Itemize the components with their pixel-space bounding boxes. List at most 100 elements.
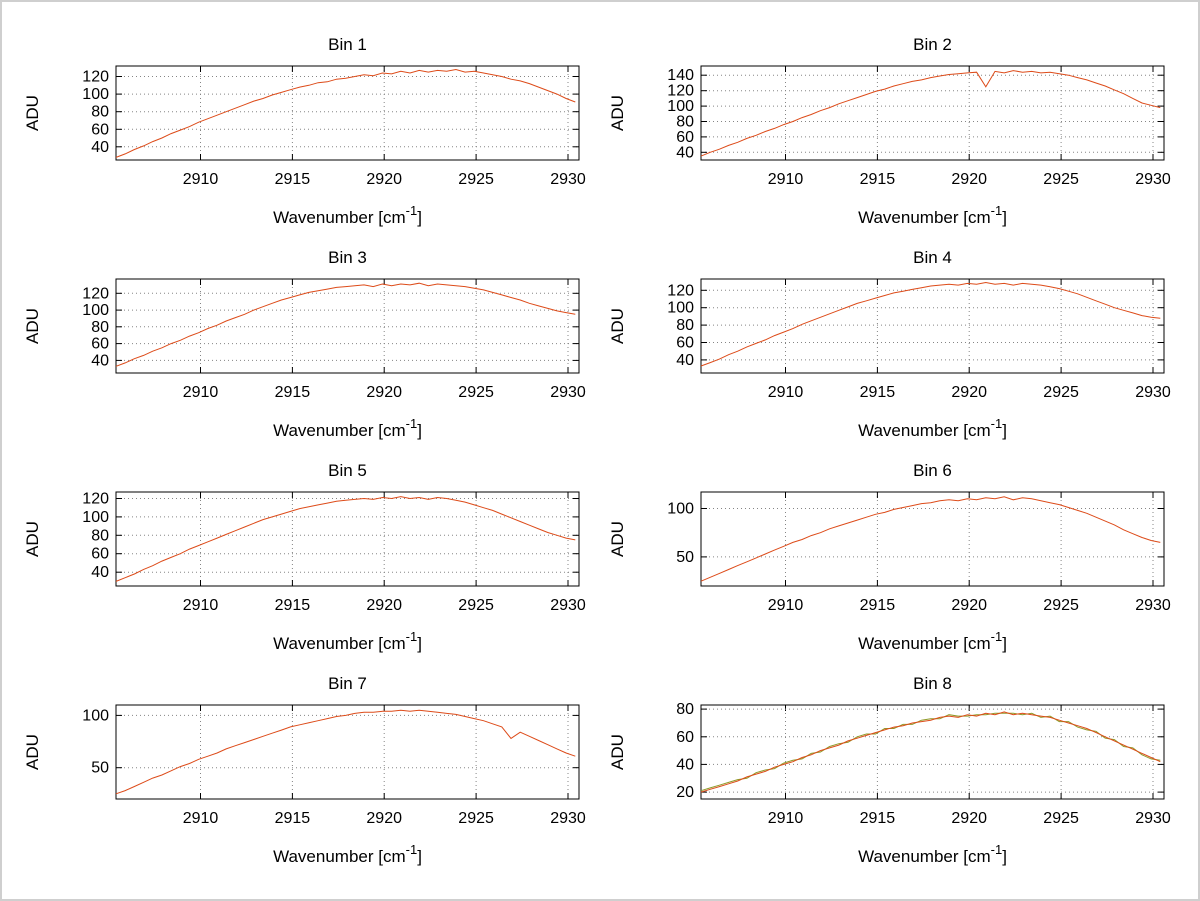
x-tick-label: 2920 (951, 384, 987, 401)
y-tick-label: 80 (91, 527, 109, 544)
y-tick-label: 40 (676, 144, 694, 161)
y-axis-label: ADU (23, 308, 42, 344)
y-tick-label: 60 (676, 129, 694, 146)
plot-box (115, 278, 580, 374)
subplot-bin-6: 2910 2915 2920 2925 2930 50 100 Bin 6 Wavenumber… (599, 452, 1184, 665)
y-tick-label: 120 (82, 491, 109, 508)
y-tick-label: 100 (667, 98, 694, 115)
y-tick-label: 20 (676, 784, 694, 801)
x-tick-label: 2920 (951, 171, 987, 188)
x-tick-label: 2925 (458, 384, 494, 401)
y-axis-label: ADU (608, 734, 627, 770)
data-line (115, 282, 576, 367)
y-tick-label: 100 (82, 302, 109, 319)
x-tick-label: 2925 (458, 171, 494, 188)
y-tick-label: 60 (676, 729, 694, 746)
x-tick-label: 2915 (275, 384, 311, 401)
x-axis-label: Wavenumber [cm-1] (273, 629, 422, 653)
data-line (700, 281, 1161, 367)
x-axis-label: Wavenumber [cm-1] (858, 203, 1007, 227)
y-tick-label: 80 (91, 104, 109, 121)
chart-title: Bin 4 (913, 248, 952, 267)
data-line (700, 70, 1161, 157)
y-tick-label: 80 (676, 701, 694, 718)
chart-svg: 2910 2915 2920 2925 2930 20 40 60 80 Bin 8 Wavenum… (608, 674, 1171, 866)
y-tick-label: 40 (676, 756, 694, 773)
y-tick-label: 140 (667, 67, 694, 84)
x-tick-label: 2925 (1043, 810, 1079, 827)
y-axis-label: ADU (608, 95, 627, 131)
x-tick-label: 2925 (1043, 597, 1079, 614)
x-tick-label: 2915 (860, 810, 896, 827)
x-tick-label: 2920 (951, 810, 987, 827)
y-tick-label: 120 (82, 69, 109, 86)
chart-title: Bin 2 (913, 35, 952, 54)
y-tick-label: 60 (676, 335, 694, 352)
y-tick-label: 60 (91, 121, 109, 138)
x-tick-label: 2915 (275, 171, 311, 188)
x-tick-label: 2910 (183, 810, 219, 827)
x-tick-label: 2920 (366, 597, 402, 614)
subplot-bin-7: 2910 2915 2920 2925 2930 50 100 Bin 7 Wavenumber… (14, 665, 599, 878)
chart-title: Bin 7 (328, 674, 367, 693)
y-tick-label: 40 (676, 352, 694, 369)
y-tick-label: 100 (82, 509, 109, 526)
chart-title: Bin 8 (913, 674, 952, 693)
data-line (115, 496, 576, 582)
plot-box (115, 65, 580, 161)
x-tick-label: 2910 (183, 384, 219, 401)
y-tick-label: 80 (676, 317, 694, 334)
x-tick-label: 2930 (550, 171, 586, 188)
y-tick-label: 100 (82, 86, 109, 103)
y-tick-label: 80 (91, 319, 109, 336)
x-tick-label: 2910 (183, 597, 219, 614)
y-tick-label: 120 (667, 282, 694, 299)
y-tick-label: 50 (676, 549, 694, 566)
y-tick-label: 60 (91, 546, 109, 563)
y-tick-label: 60 (91, 336, 109, 353)
x-tick-label: 2915 (275, 597, 311, 614)
plot-box (115, 704, 580, 800)
x-tick-label: 2915 (860, 384, 896, 401)
x-tick-label: 2915 (860, 171, 896, 188)
plot-box (700, 704, 1165, 800)
data-line (700, 711, 1161, 793)
x-tick-label: 2930 (1135, 384, 1171, 401)
x-axis-label: Wavenumber [cm-1] (858, 416, 1007, 440)
x-tick-label: 2930 (1135, 597, 1171, 614)
x-tick-label: 2910 (183, 171, 219, 188)
chart-title: Bin 6 (913, 461, 952, 480)
x-axis-label: Wavenumber [cm-1] (273, 203, 422, 227)
y-tick-label: 100 (82, 707, 109, 724)
subplot-bin-8: 2910 2915 2920 2925 2930 20 40 60 80 Bin 8 Wavenum… (599, 665, 1184, 878)
x-axis-label: Wavenumber [cm-1] (858, 629, 1007, 653)
data-line (700, 496, 1161, 582)
chart-svg: 2910 2915 2920 2925 2930 50 100 Bin 6 Wavenumber… (608, 461, 1171, 653)
x-tick-label: 2925 (1043, 171, 1079, 188)
y-tick-label: 120 (82, 285, 109, 302)
x-tick-label: 2920 (366, 171, 402, 188)
subplot-bin-4: 2910 2915 2920 2925 2930 40 60 80 100 120 Bin 4 Wav… (599, 239, 1184, 452)
y-tick-label: 50 (91, 760, 109, 777)
x-tick-label: 2920 (951, 597, 987, 614)
chart-title: Bin 3 (328, 248, 367, 267)
x-axis-label: Wavenumber [cm-1] (273, 842, 422, 866)
subplot-bin-2: 2910 2915 2920 2925 2930 40 60 80 100 120 140 Bin 2… (599, 26, 1184, 239)
chart-svg: 2910 2915 2920 2925 2930 50 100 Bin 7 Wavenumber… (23, 674, 586, 866)
data-line (115, 68, 576, 158)
subplot-bin-5: 2910 2915 2920 2925 2930 40 60 80 100 120 Bin 5 Wav… (14, 452, 599, 665)
chart-title: Bin 5 (328, 461, 367, 480)
x-tick-label: 2910 (768, 171, 804, 188)
y-tick-label: 80 (676, 114, 694, 131)
x-tick-label: 2930 (1135, 171, 1171, 188)
x-tick-label: 2930 (550, 384, 586, 401)
x-axis-label: Wavenumber [cm-1] (858, 842, 1007, 866)
y-tick-label: 120 (667, 83, 694, 100)
data-line (115, 709, 576, 795)
x-tick-label: 2930 (550, 597, 586, 614)
